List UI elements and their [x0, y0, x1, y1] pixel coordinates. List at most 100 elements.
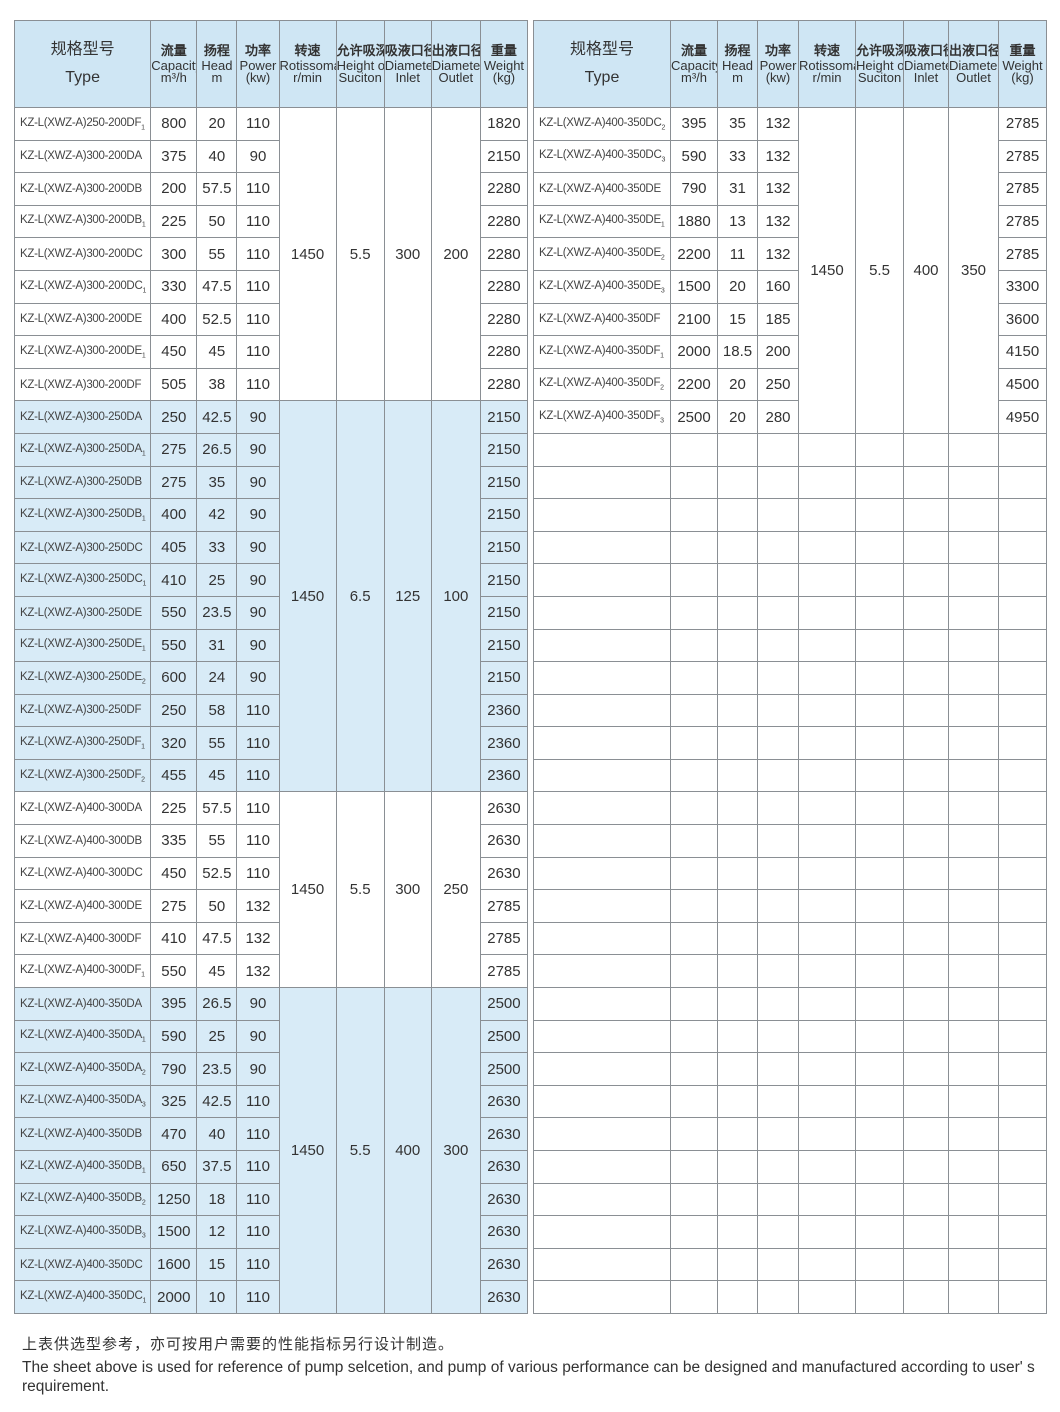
empty-row — [533, 758, 1047, 793]
head-cell: 11 — [717, 237, 758, 271]
empty-cell — [903, 661, 949, 695]
power-cell: 132 — [236, 921, 280, 956]
capacity-cell: 550 — [150, 954, 198, 989]
weight-cell: 2280 — [479, 269, 529, 304]
type-cell: KZ-L(XWZ-A)400-350DE1 — [533, 204, 671, 239]
head-cell: 40 — [196, 1117, 238, 1151]
empty-cell — [798, 1150, 856, 1184]
empty-cell — [798, 1215, 856, 1249]
header-en: Weight — [1002, 57, 1043, 73]
empty-cell — [903, 758, 949, 793]
head-cell: 26.5 — [196, 432, 238, 467]
capacity-cell: 225 — [150, 204, 198, 239]
power-cell: 132 — [757, 107, 799, 141]
header-cn: 吸液口径 — [904, 42, 948, 58]
empty-row — [533, 889, 1047, 923]
empty-cell — [903, 987, 949, 1021]
empty-row — [533, 1247, 1047, 1282]
empty-row — [533, 1084, 1047, 1119]
power-cell: 110 — [236, 1084, 280, 1119]
type-subscript: 2 — [660, 254, 665, 262]
capacity-cell: 2200 — [670, 237, 718, 271]
power-cell: 110 — [236, 367, 280, 402]
power-cell: 90 — [236, 987, 280, 1021]
empty-cell — [903, 726, 949, 760]
weight-cell: 2150 — [479, 465, 529, 500]
head-cell: 52.5 — [196, 856, 238, 891]
type-cell: KZ-L(XWZ-A)300-250DE1 — [13, 628, 152, 663]
header-unit: m — [732, 69, 743, 85]
type-subscript: 1 — [142, 1297, 147, 1305]
empty-cell — [998, 465, 1047, 500]
weight-cell: 2360 — [479, 758, 529, 793]
type-subscript: 1 — [141, 515, 146, 523]
power-cell: 110 — [236, 1215, 280, 1249]
empty-cell — [998, 1052, 1047, 1086]
type-cell: KZ-L(XWZ-A)400-300DF1 — [13, 954, 152, 989]
empty-cell — [903, 693, 949, 728]
power-cell: 110 — [236, 1182, 280, 1217]
empty-cell — [757, 1182, 799, 1217]
header-unit: (kw) — [765, 69, 791, 85]
empty-cell — [798, 1182, 856, 1217]
header-cn: 重量 — [1009, 42, 1036, 58]
empty-cell — [533, 1150, 671, 1184]
empty-cell — [998, 693, 1047, 728]
weight-cell: 2150 — [479, 139, 529, 174]
capacity-cell: 455 — [150, 758, 198, 793]
capacity-cell: 400 — [150, 498, 198, 532]
weight-cell: 2785 — [998, 204, 1047, 239]
empty-cell — [948, 791, 999, 826]
empty-cell — [903, 628, 949, 663]
empty-cell — [533, 432, 671, 467]
power-cell: 90 — [236, 465, 280, 500]
capacity-cell: 600 — [150, 661, 198, 695]
empty-cell — [670, 1084, 718, 1119]
capacity-cell: 2000 — [670, 335, 718, 369]
empty-cell — [798, 498, 856, 532]
empty-cell — [533, 889, 671, 923]
empty-cell — [948, 661, 999, 695]
empty-row — [533, 856, 1047, 891]
empty-cell — [798, 856, 856, 891]
capacity-cell: 505 — [150, 367, 198, 402]
empty-cell — [855, 1052, 904, 1086]
empty-cell — [948, 921, 999, 956]
header-en: Head — [721, 57, 754, 73]
capacity-cell: 275 — [150, 889, 198, 923]
empty-cell — [855, 498, 904, 532]
empty-cell — [670, 595, 718, 630]
type-cell: KZ-L(XWZ-A)300-250DB — [13, 465, 152, 500]
table-row: KZ-L(XWZ-A)300-250DC1 410 25 90 2150 — [13, 563, 529, 597]
empty-row — [533, 1117, 1047, 1151]
table-row: KZ-L(XWZ-A)400-300DB 335 55 110 2630 — [13, 824, 529, 858]
weight-cell: 2630 — [479, 791, 529, 826]
empty-cell — [670, 1280, 718, 1314]
weight-cell: 2630 — [479, 856, 529, 891]
empty-cell — [798, 1084, 856, 1119]
empty-cell — [998, 1150, 1047, 1184]
type-cell: KZ-L(XWZ-A)400-300DA — [13, 791, 152, 826]
empty-cell — [717, 1084, 758, 1119]
footer-note: 上表供选型参考，亦可按用户需要的性能指标另行设计制造。 The sheet ab… — [22, 1333, 1042, 1396]
column-header: 扬程 Head m — [717, 20, 758, 108]
header-en: Head — [201, 57, 233, 73]
head-cell: 12 — [196, 1215, 238, 1249]
weight-cell: 2150 — [479, 400, 529, 434]
empty-cell — [670, 530, 718, 565]
power-cell: 90 — [236, 1052, 280, 1086]
head-cell: 23.5 — [196, 595, 238, 630]
type-subscript: 2 — [141, 775, 145, 783]
empty-cell — [717, 595, 758, 630]
empty-cell — [855, 1084, 904, 1119]
header-cn: 允许吸深 — [856, 42, 904, 58]
header-en: Power — [239, 57, 277, 73]
header-en: Type — [65, 69, 100, 86]
empty-cell — [757, 465, 799, 500]
table-row: KZ-L(XWZ-A)300-200DF 505 38 110 2280 — [13, 367, 529, 402]
weight-cell: 2630 — [479, 1182, 529, 1217]
empty-cell — [998, 791, 1047, 826]
empty-cell — [798, 889, 856, 923]
empty-cell — [948, 889, 999, 923]
empty-cell — [798, 954, 856, 989]
